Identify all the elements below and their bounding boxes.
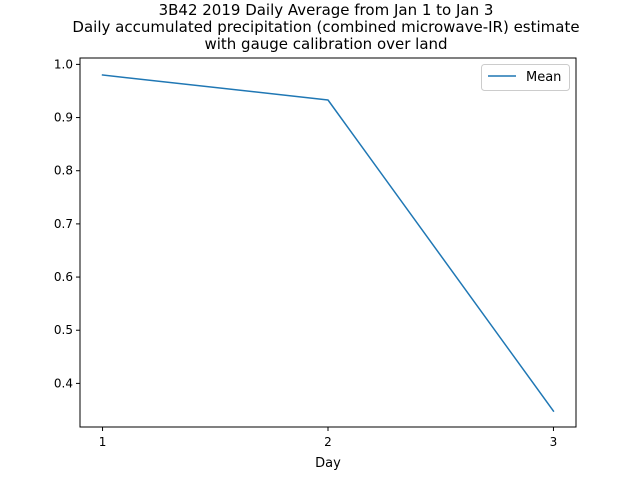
y-tick-label: 0.5 [54,323,73,337]
title-line-3: with gauge calibration over land [204,35,447,53]
x-tick-label: 2 [324,435,332,449]
legend: Mean [481,64,570,91]
title-line-2: Daily accumulated precipitation (combine… [72,18,579,36]
legend-label-mean: Mean [526,70,561,85]
plot-area [80,58,576,427]
legend-box [481,64,570,91]
x-tick-label: 3 [550,435,558,449]
y-tick-label: 1.0 [54,57,73,71]
y-axis-ticks: 0.4 0.5 0.6 0.7 0.8 0.9 1.0 [54,57,80,390]
title-line-1: 3B42 2019 Daily Average from Jan 1 to Ja… [159,1,494,19]
series-layer [101,74,555,413]
x-tick-label: 1 [99,435,107,449]
y-tick-label: 0.8 [54,164,73,178]
x-axis-label: Day [315,456,341,471]
y-tick-label: 0.7 [54,217,73,231]
y-tick-label: 0.6 [54,270,73,284]
y-tick-label: 0.4 [54,376,73,390]
y-tick-label: 0.9 [54,111,73,125]
x-axis-ticks: 1 2 3 [99,427,558,449]
series-line-mean [101,74,555,413]
plot-frame [79,57,577,428]
chart-title: 3B42 2019 Daily Average from Jan 1 to Ja… [72,1,579,53]
